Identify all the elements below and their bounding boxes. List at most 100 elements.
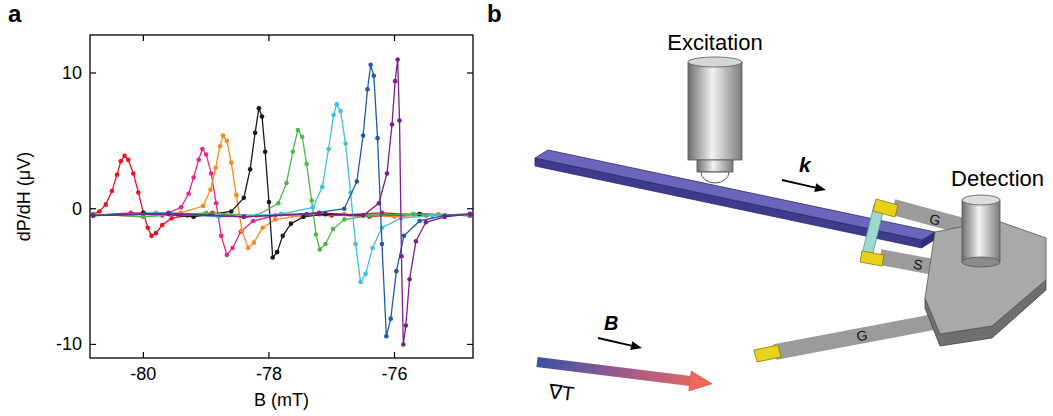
data-point [375,136,380,141]
data-point [204,152,209,157]
data-point [377,201,382,206]
series-line [93,130,470,249]
data-point [263,149,268,154]
data-point [309,198,314,203]
probe-cylinder [962,200,1000,262]
data-point [334,102,339,107]
series-line [93,65,470,336]
data-point [417,219,422,224]
excitation-label: Excitation [667,30,762,55]
field-label: B [604,312,618,334]
data-point [414,239,419,244]
tick-mark [143,352,144,358]
y-axis-title: dP/dH (μV) [14,152,34,241]
pad [873,199,898,217]
data-point [219,234,224,239]
data-point [300,134,305,139]
field-arrow-head [630,341,642,350]
data-point [331,227,336,232]
axes: -10010-80-78-76B (mT)dP/dH (μV) [14,35,473,410]
data-point [468,212,473,217]
tick-label: 0 [72,199,82,219]
objective-lens [701,172,729,183]
tick-mark [90,72,96,73]
data-point [399,254,404,259]
data-point [304,162,309,167]
pad-label: G [928,210,943,228]
objective-nose [697,160,733,172]
data-point [110,189,115,194]
data-point [407,277,412,282]
detection-label: Detection [951,166,1044,191]
data-point [273,217,278,222]
data-point [390,122,395,127]
tick-mark [467,344,473,345]
wave-vector-label: k [799,153,812,176]
data-point [145,225,150,230]
data-point [367,213,372,218]
data-point [213,166,218,171]
pad [754,345,781,362]
data-point [276,201,281,206]
data-point [365,87,370,92]
data-point [169,216,174,221]
data-point [353,242,358,247]
data-point [363,272,368,277]
waveguide-side [535,158,922,248]
data-point [251,219,256,224]
data-point [242,215,247,220]
data-point [397,118,402,123]
data-point [209,171,214,176]
panel-label: b [487,0,502,27]
data-point [160,223,165,228]
data-point [404,323,409,328]
tick-mark [394,35,395,41]
data-point [296,128,301,133]
tick-mark [467,208,473,209]
data-point [103,202,108,207]
data-point [260,225,265,230]
objective-top [688,57,742,67]
data-point [368,63,373,68]
tick-mark [90,344,96,345]
series-line [93,59,470,344]
tick-mark [143,35,144,41]
x-axis-title: B (mT) [254,390,309,410]
data-point [196,158,201,163]
diagram: bExcitationkGSGDetectionB∇T [487,0,1046,405]
data-point [393,79,398,84]
data-point [214,201,219,206]
figure: a-10010-80-78-76B (mT)dP/dH (μV)bExcitat… [0,0,1053,416]
data-point [342,206,347,211]
gradient-label: ∇T [547,380,576,405]
data-point [331,113,336,118]
data-point [380,242,385,247]
data-point [260,114,265,119]
tick-mark [467,72,473,73]
data-point [275,250,280,255]
data-point [126,158,131,163]
data-point [361,133,366,138]
data-point [388,316,393,321]
series-line [93,135,470,248]
panel-label: a [8,0,22,27]
data-point [257,106,262,111]
gradient-bar [537,362,690,381]
data-point [394,269,399,274]
data-point [326,147,331,152]
tick-label: 10 [62,63,82,83]
data-point [401,342,406,347]
pad [860,251,884,266]
data-point [395,57,400,62]
data-point [323,242,328,247]
data-point [221,133,226,138]
data-point [355,179,360,184]
field-arrow-shaft [598,338,631,346]
data-point [208,187,213,192]
data-point [91,213,96,218]
data-point [229,160,234,165]
data-point [136,190,141,195]
tick-mark [90,208,96,209]
tick-label: -80 [130,364,156,384]
data-point [320,185,325,190]
